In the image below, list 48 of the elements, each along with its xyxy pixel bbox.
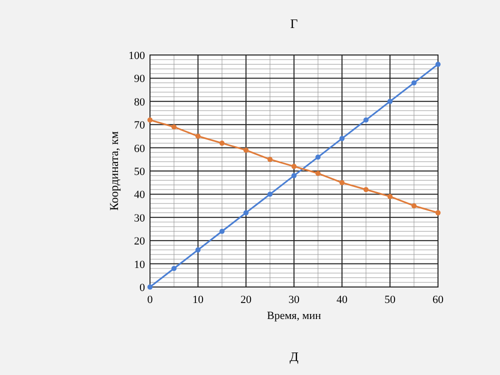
point <box>315 154 321 160</box>
x-tick-label: 10 <box>192 294 204 306</box>
point <box>219 140 225 146</box>
y-tick-label: 40 <box>134 189 146 202</box>
x-tick-label: 40 <box>336 294 348 306</box>
point <box>267 156 273 162</box>
point <box>195 134 201 139</box>
point <box>435 210 441 216</box>
y-tick-label: 90 <box>134 73 146 86</box>
x-tick-label: 20 <box>240 294 252 306</box>
point <box>243 210 249 216</box>
point <box>267 192 273 197</box>
point <box>387 98 393 104</box>
y-tick-label: 60 <box>134 142 146 155</box>
point <box>195 247 201 252</box>
point <box>411 80 417 86</box>
y-tick-label: 10 <box>134 258 146 271</box>
point <box>171 266 177 272</box>
point <box>147 284 153 290</box>
y-axis-title: Координата, км <box>107 130 121 211</box>
point <box>339 180 345 186</box>
point <box>171 124 177 130</box>
point <box>363 117 369 123</box>
y-tick-label: 50 <box>134 166 146 178</box>
point <box>339 136 345 142</box>
x-tick-label: 30 <box>288 294 300 306</box>
point <box>315 170 321 176</box>
x-tick-label: 0 <box>147 294 154 306</box>
x-axis-title: Время, мин <box>267 310 322 322</box>
y-tick-label: 80 <box>134 96 146 108</box>
point <box>243 148 249 153</box>
y-tick-label: 100 <box>128 50 146 62</box>
y-tick-label: 30 <box>134 212 146 224</box>
point <box>291 164 297 169</box>
point <box>363 186 369 192</box>
point <box>387 194 393 200</box>
point <box>291 173 297 178</box>
point <box>219 228 225 234</box>
point <box>147 117 153 123</box>
point <box>411 203 417 208</box>
chart-title: Г <box>290 16 298 31</box>
point <box>435 62 441 67</box>
text: Д <box>290 349 299 364</box>
y-tick-label: 70 <box>134 120 146 132</box>
y-tick-label: 20 <box>134 236 146 248</box>
x-tick-label: 60 <box>432 294 444 306</box>
x-tick-label: 50 <box>384 294 396 306</box>
y-tick-label: 0 <box>140 282 146 294</box>
